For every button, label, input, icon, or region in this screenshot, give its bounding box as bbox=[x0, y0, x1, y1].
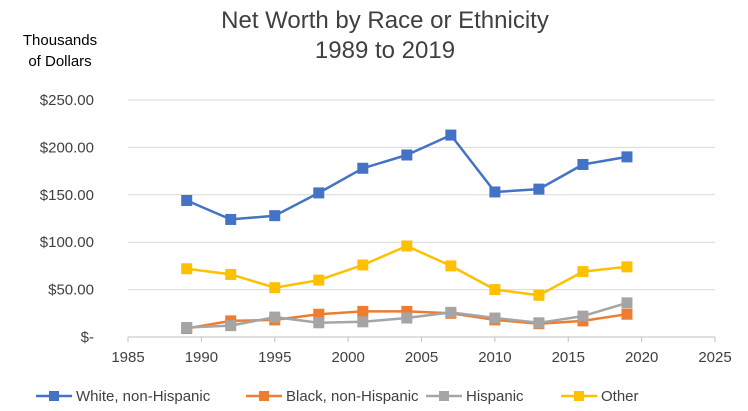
series-0 bbox=[181, 129, 633, 225]
series-1-point-2001 bbox=[357, 305, 369, 317]
x-tick-label-2010: 2010 bbox=[478, 349, 511, 366]
chart-title: Net Worth by Race or Ethnicity 1989 to 2… bbox=[180, 6, 590, 66]
legend: White, non-Hispanic Black, non-Hispanic Hi… bbox=[36, 388, 639, 405]
x-tick-label-1995: 1995 bbox=[258, 349, 291, 366]
series-3-point-1995 bbox=[269, 282, 281, 294]
series-2-point-2001 bbox=[357, 316, 369, 328]
series-2-point-1995 bbox=[269, 311, 281, 323]
series-0-point-2007 bbox=[445, 129, 457, 141]
x-tick-label-1985: 1985 bbox=[111, 349, 144, 366]
series-3-point-2019 bbox=[621, 261, 633, 273]
series-2 bbox=[181, 297, 633, 334]
legend-item-3: Other bbox=[561, 388, 639, 405]
y-axis-label-line-1: Thousands bbox=[22, 32, 98, 49]
series-0-point-2013 bbox=[533, 183, 545, 195]
series-0-point-1992 bbox=[225, 213, 237, 225]
series-3-point-2010 bbox=[489, 284, 501, 296]
series-3-point-2013 bbox=[533, 289, 545, 301]
legend-label-3: Other bbox=[601, 388, 639, 405]
series-0-point-1998 bbox=[313, 187, 325, 199]
legend-item-1: Black, non-Hispanic bbox=[246, 388, 419, 405]
x-tick-label-1990: 1990 bbox=[185, 349, 218, 366]
y-tick-label-0: $- bbox=[81, 329, 94, 346]
series-group bbox=[181, 129, 633, 334]
series-3-point-2004 bbox=[401, 240, 413, 252]
x-tick-label-2015: 2015 bbox=[552, 349, 585, 366]
series-0-point-1989 bbox=[181, 194, 193, 206]
legend-label-1: Black, non-Hispanic bbox=[286, 388, 419, 405]
y-tick-label-150: $150.00 bbox=[40, 187, 94, 204]
series-2-point-2016 bbox=[577, 310, 589, 322]
y-tick-label-50: $50.00 bbox=[48, 282, 94, 299]
legend-label-2: Hispanic bbox=[466, 388, 524, 405]
series-0-point-2004 bbox=[401, 149, 413, 161]
y-axis-label-line-2: of Dollars bbox=[28, 53, 92, 70]
series-3-point-2001 bbox=[357, 259, 369, 271]
x-tick-label-2005: 2005 bbox=[405, 349, 438, 366]
series-0-point-2001 bbox=[357, 162, 369, 174]
series-0-point-2010 bbox=[489, 186, 501, 198]
series-2-point-1998 bbox=[313, 317, 325, 329]
series-2-point-2013 bbox=[533, 317, 545, 329]
series-2-point-2004 bbox=[401, 312, 413, 324]
y-tick-label-200: $200.00 bbox=[40, 139, 94, 156]
legend-item-2: Hispanic bbox=[426, 388, 524, 405]
series-3-point-1989 bbox=[181, 263, 193, 275]
legend-label-0: White, non-Hispanic bbox=[76, 388, 211, 405]
y-tick-label-250: $250.00 bbox=[40, 92, 94, 109]
x-tick-label-2025: 2025 bbox=[698, 349, 731, 366]
series-3-point-2016 bbox=[577, 266, 589, 278]
legend-swatch-marker-2 bbox=[439, 391, 449, 401]
series-3-point-2007 bbox=[445, 260, 457, 272]
chart-title-line-1: Net Worth by Race or Ethnicity bbox=[221, 7, 549, 34]
series-2-point-1989 bbox=[181, 322, 193, 334]
series-2-point-1992 bbox=[225, 320, 237, 332]
legend-item-0: White, non-Hispanic bbox=[36, 388, 211, 405]
series-3-point-1992 bbox=[225, 268, 237, 280]
series-0-point-1995 bbox=[269, 210, 281, 222]
series-3-point-1998 bbox=[313, 274, 325, 286]
legend-swatch-marker-3 bbox=[574, 391, 584, 401]
x-tick-label-2020: 2020 bbox=[625, 349, 658, 366]
legend-swatch-marker-1 bbox=[259, 391, 269, 401]
axes: $- $50.00 $100.00 $150.00 $200.00 $250.00 1985… bbox=[40, 92, 732, 366]
y-tick-label-100: $100.00 bbox=[40, 234, 94, 251]
series-2-point-2010 bbox=[489, 312, 501, 324]
legend-swatch-marker-0 bbox=[49, 391, 59, 401]
series-0-point-2019 bbox=[621, 151, 633, 163]
y-axis-label: Thousands of Dollars bbox=[8, 30, 112, 72]
series-line-3 bbox=[186, 244, 628, 297]
series-2-point-2019 bbox=[621, 297, 633, 309]
chart-title-line-2: 1989 to 2019 bbox=[314, 37, 456, 64]
series-3 bbox=[181, 240, 633, 301]
series-0-point-2016 bbox=[577, 158, 589, 170]
x-tick-label-2000: 2000 bbox=[331, 349, 364, 366]
series-2-point-2007 bbox=[445, 306, 457, 318]
series-1-point-2019 bbox=[621, 308, 633, 320]
gridlines bbox=[128, 99, 715, 291]
